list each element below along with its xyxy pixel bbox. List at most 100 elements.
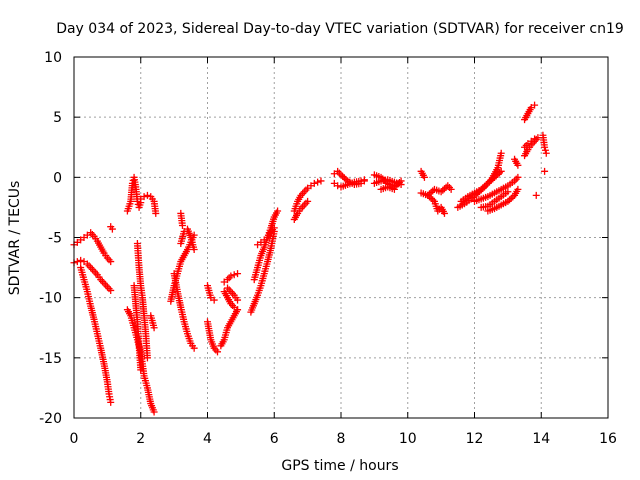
data-point [227,272,235,280]
series-arc44 [541,167,549,175]
data-point [73,258,81,266]
data-point [439,186,447,194]
y-tick-label: -15 [39,351,62,367]
data-point [489,175,497,183]
series-arc3 [77,264,115,406]
data-point [214,348,222,356]
series-arc23 [254,224,278,249]
data-point [514,173,522,181]
data-point [427,194,435,202]
data-point [494,170,502,178]
data-point [440,209,448,217]
series-arc9 [130,282,145,374]
plot-points [70,101,550,416]
data-point [143,354,151,362]
data-point [310,179,318,187]
data-point [541,143,549,151]
data-point [234,306,242,314]
data-point [427,188,435,196]
data-point [504,188,512,196]
x-tick-label: 16 [599,431,617,447]
data-point [377,173,385,181]
data-point [339,172,347,180]
data-point [107,398,115,406]
data-point [314,178,322,186]
data-point [337,171,345,179]
data-point [541,167,549,175]
data-point [531,135,539,143]
data-point [477,185,485,193]
series-arc37 [484,185,522,215]
series-arc25 [290,197,312,223]
series-arc4 [107,223,116,233]
y-axis-label: SDTVAR / TECUs [7,181,23,296]
data-point [230,271,238,279]
data-point [514,185,522,193]
data-point [137,366,145,374]
data-point [317,177,325,185]
data-point [484,179,492,187]
data-point [150,324,158,332]
y-tick-label: 0 [53,170,62,186]
series-arc33 [424,191,448,217]
data-point [487,176,495,184]
data-point [482,181,490,189]
data-point [509,193,517,201]
x-tick-label: 10 [399,431,417,447]
series-arc2 [70,256,115,294]
x-tick-label: 4 [203,431,212,447]
data-point [390,185,398,193]
data-point [507,194,515,202]
series-arc31 [417,167,428,181]
data-point [380,176,388,184]
data-point [234,270,242,278]
data-point [486,178,494,186]
data-point [140,193,148,201]
y-tick-label: 10 [44,50,62,66]
series-arc40 [521,101,539,124]
data-point [190,344,198,352]
series-arc8 [133,240,151,362]
data-point [382,178,390,186]
y-tick-label: -5 [48,231,62,247]
x-tick-label: 6 [270,431,279,447]
x-tick-label: 14 [532,431,550,447]
data-point [108,225,116,233]
y-tick-label: -20 [39,411,62,427]
series-arc17 [217,306,242,350]
series-arc36 [471,173,522,205]
series-arc10 [147,312,158,332]
data-point [429,187,437,195]
data-point [492,172,500,180]
data-point [143,191,151,199]
chart-title: Day 034 of 2023, Sidereal Day-to-day VTE… [56,21,624,37]
data-point [447,185,455,193]
data-point [178,221,186,229]
data-point [357,177,365,185]
data-point [437,188,445,196]
data-point [496,169,504,177]
data-point [542,149,550,157]
series-arc45 [532,191,540,199]
series-arc16 [204,282,218,304]
y-tick-label: 5 [53,110,62,126]
data-point [360,176,368,184]
series-arc14 [177,209,186,229]
series-arc38 [477,188,512,211]
data-point [107,258,115,266]
x-tick-labels: 0 2 4 6 8 10 12 14 16 [70,431,617,447]
data-point [481,182,489,190]
data-point [392,181,400,189]
data-point [532,191,540,199]
data-point [491,173,499,181]
x-axis-label: GPS time / hours [281,458,398,474]
series-arc39 [511,155,522,169]
series-arc27 [330,176,368,191]
series-arc15 [204,318,222,356]
series-arc24 [290,177,325,215]
data-point [425,193,433,201]
data-point [541,146,549,154]
series-arc21 [247,227,278,316]
x-tick-label: 2 [136,431,145,447]
